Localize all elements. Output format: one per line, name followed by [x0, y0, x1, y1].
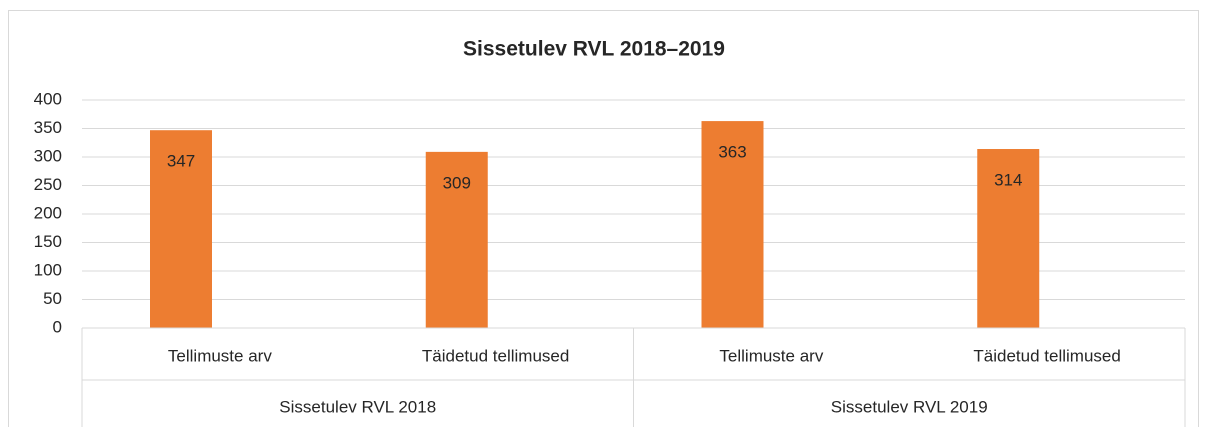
data-label: 363 — [718, 143, 746, 162]
data-label: 347 — [167, 152, 195, 171]
chart-title: Sissetulev RVL 2018–2019 — [463, 38, 725, 61]
y-tick-label: 250 — [34, 175, 62, 194]
group-label: Sissetulev RVL 2019 — [831, 397, 988, 416]
bar — [977, 149, 1040, 328]
y-tick-label: 350 — [34, 118, 62, 137]
x-tick-label: Täidetud tellimused — [422, 346, 569, 365]
bar — [425, 151, 488, 328]
y-tick-label: 200 — [34, 203, 62, 222]
x-tick-label: Täidetud tellimused — [973, 346, 1120, 365]
chart-frame — [8, 10, 1199, 427]
y-tick-label: 100 — [34, 260, 62, 279]
bar — [150, 130, 212, 328]
group-label: Sissetulev RVL 2018 — [279, 397, 436, 416]
y-tick-label: 0 — [53, 317, 62, 336]
bar — [701, 121, 764, 328]
y-tick-label: 400 — [34, 89, 62, 108]
y-tick-label: 50 — [43, 289, 62, 308]
x-tick-label: Tellimuste arv — [719, 346, 823, 365]
data-label: 309 — [443, 173, 471, 192]
x-tick-label: Tellimuste arv — [168, 346, 272, 365]
y-tick-label: 300 — [34, 146, 62, 165]
y-tick-label: 150 — [34, 232, 62, 251]
data-label: 314 — [994, 171, 1022, 190]
